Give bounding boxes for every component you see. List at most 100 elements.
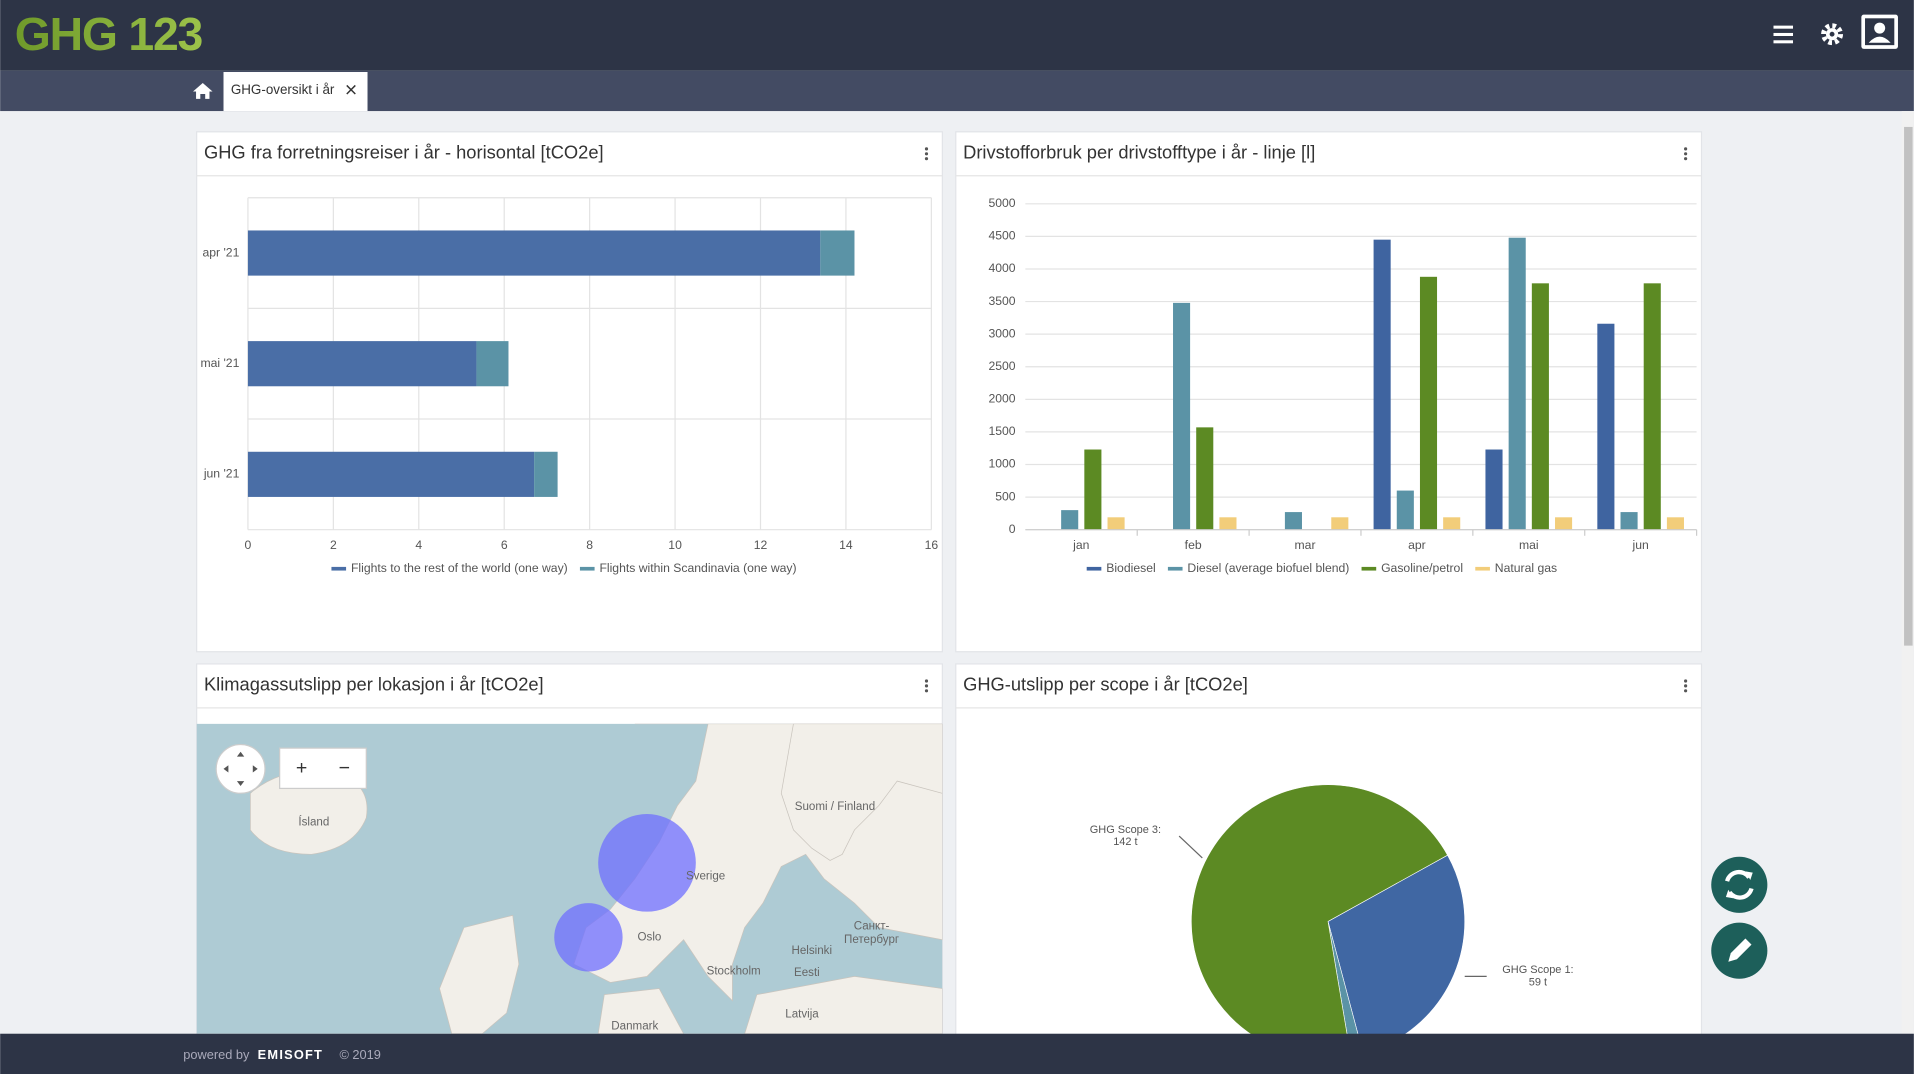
legend-label: Biodiesel: [1106, 561, 1155, 575]
y-tick-label: 3000: [988, 326, 1015, 340]
bar-segment: [247, 451, 535, 497]
zoom-out[interactable]: −: [339, 757, 350, 779]
x-tick-label: feb: [1185, 538, 1202, 552]
map-label: Sverige: [686, 870, 725, 882]
logo[interactable]: GHG 123: [15, 8, 204, 60]
slice-label: GHG Scope 1:: [1502, 964, 1573, 976]
map-label: Eesti: [794, 967, 820, 979]
bar: [1061, 510, 1079, 530]
panel: Drivstofforbruk per drivstofftype i år -…: [955, 131, 1703, 653]
scroll-thumb[interactable]: [1904, 126, 1913, 646]
panel-box: [196, 131, 943, 653]
location-bubble[interactable]: [598, 814, 696, 912]
edit-button[interactable]: [1711, 922, 1768, 979]
menu-dot: [924, 152, 929, 156]
map-label: Ísland: [298, 816, 329, 829]
zoom-in[interactable]: +: [296, 757, 307, 779]
map-label: Suomi / Finland: [795, 801, 875, 813]
bar: [1555, 517, 1573, 530]
zoom-control[interactable]: [279, 747, 367, 790]
map[interactable]: Ísland Sverige Suomi / Finland Oslo Stockhol…: [196, 723, 943, 1034]
footer-copyright: © 2019: [339, 1047, 380, 1062]
land: [597, 988, 685, 1034]
pan-control[interactable]: [215, 743, 266, 794]
x-tick-label: apr: [1408, 538, 1426, 552]
legend-swatch: [579, 566, 595, 571]
x-tick-label: 4: [415, 538, 422, 552]
panel-menu[interactable]: [1684, 679, 1688, 693]
menu-dot: [1684, 689, 1688, 693]
panel-menu[interactable]: [924, 147, 929, 161]
panel-title: GHG fra forretningsreiser i år - horison…: [204, 142, 604, 163]
bar-segment: [247, 230, 821, 276]
y-tick-label: 5000: [988, 196, 1015, 210]
x-tick-label: 10: [668, 538, 682, 552]
location-bubble[interactable]: [554, 903, 623, 972]
refresh-button[interactable]: [1711, 856, 1768, 913]
panel-title: GHG-utslipp per scope i år [tCO2e]: [963, 674, 1248, 695]
bar: [1284, 512, 1302, 530]
legend-item: Gasoline/petrol: [1361, 561, 1463, 575]
y-tick-label: 1000: [988, 457, 1015, 471]
legend-item: Diesel (average biofuel blend): [1167, 561, 1349, 575]
bar: [1396, 490, 1414, 530]
panel-box: [955, 131, 1703, 653]
legend-item: Flights to the rest of the world (one wa…: [331, 561, 568, 575]
legend-label: Flights within Scandinavia (one way): [599, 561, 796, 575]
y-tick-label: 4000: [988, 261, 1015, 275]
slice-value: 142 t: [1113, 836, 1137, 848]
x-tick-label: mai: [1519, 538, 1539, 552]
menu-dot: [924, 147, 929, 151]
menu-dot: [924, 157, 929, 161]
panel: GHG-utslipp per scope i år [tCO2e] GHG Sc…: [955, 663, 1703, 1059]
tab-close[interactable]: [346, 84, 356, 95]
bar: [1620, 512, 1638, 530]
bar: [1508, 237, 1526, 530]
y-tick-label: mai '21: [200, 356, 239, 370]
bar: [1531, 283, 1549, 530]
menu-dot: [1684, 679, 1688, 683]
bar: [1219, 517, 1237, 530]
x-tick-label: 2: [330, 538, 337, 552]
bar-segment: [534, 451, 558, 497]
bar-segment: [247, 341, 477, 387]
bar: [1107, 517, 1125, 530]
panel-menu[interactable]: [1684, 147, 1688, 161]
land: [439, 914, 520, 1034]
legend-item: Natural gas: [1475, 561, 1557, 575]
legend-item: Biodiesel: [1086, 561, 1156, 575]
y-tick-label: 2000: [988, 392, 1015, 406]
y-tick-label: jun '21: [203, 467, 240, 481]
x-tick-label: 14: [839, 538, 853, 552]
bar: [1084, 449, 1102, 530]
map-label: Latvija: [785, 1008, 819, 1020]
bar-segment: [820, 230, 855, 276]
bar: [1443, 517, 1461, 530]
x-tick-label: 8: [586, 538, 593, 552]
legend-label: Natural gas: [1495, 561, 1557, 575]
home-icon[interactable]: [192, 82, 213, 99]
panel-menu[interactable]: [924, 679, 929, 693]
menu-icon[interactable]: [1773, 25, 1794, 44]
legend-label: Flights to the rest of the world (one wa…: [351, 561, 568, 575]
header: [0, 0, 1914, 71]
menu-dot: [924, 684, 929, 688]
x-tick-label: 0: [245, 538, 252, 552]
y-tick-label: 2500: [988, 359, 1015, 373]
map-label: Oslo: [638, 931, 662, 943]
bar-segment: [476, 341, 509, 387]
user-icon[interactable]: [1861, 14, 1898, 49]
land: [744, 975, 943, 1034]
y-tick-label: 3500: [988, 294, 1015, 308]
bar: [1173, 302, 1191, 530]
panel: Klimagassutslipp per lokasjon i år [tCO2…: [196, 663, 943, 1056]
y-tick-label: 0: [1009, 522, 1016, 536]
legend-swatch: [1167, 566, 1183, 571]
bar: [1373, 239, 1391, 530]
tab[interactable]: [223, 72, 368, 112]
tab-label[interactable]: GHG-oversikt i år: [231, 82, 335, 97]
slice-value: 59 t: [1529, 976, 1547, 988]
panel: GHG fra forretningsreiser i år - horison…: [196, 131, 943, 653]
y-tick-label: 1500: [988, 424, 1015, 438]
